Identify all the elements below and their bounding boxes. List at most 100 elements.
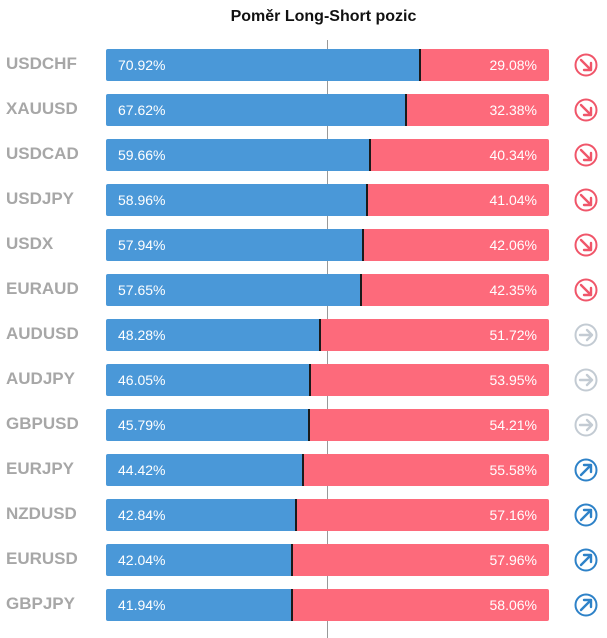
ratio-bar: 57.94% 42.06% bbox=[106, 229, 549, 261]
trend-down-icon bbox=[574, 188, 598, 212]
ratio-bar: 58.96% 41.04% bbox=[106, 184, 549, 216]
pair-row: GBPUSD 45.79% 54.21% bbox=[0, 407, 607, 443]
trend-up-icon bbox=[574, 503, 598, 527]
pair-row: USDCHF 70.92% 29.08% bbox=[0, 47, 607, 83]
ratio-bar: 41.94% 58.06% bbox=[106, 589, 549, 621]
long-percent-label: 59.66% bbox=[118, 147, 166, 163]
pair-symbol: GBPUSD bbox=[6, 414, 79, 433]
short-bar-segment bbox=[361, 274, 549, 306]
ratio-divider bbox=[319, 319, 321, 351]
long-bar-segment bbox=[106, 274, 361, 306]
pair-symbol: AUDUSD bbox=[6, 324, 79, 343]
long-percent-label: 41.94% bbox=[118, 597, 166, 613]
ratio-divider bbox=[291, 589, 293, 621]
ratio-divider bbox=[291, 544, 293, 576]
short-percent-label: 54.21% bbox=[489, 417, 537, 433]
short-bar-segment bbox=[320, 319, 549, 351]
long-bar-segment bbox=[106, 184, 367, 216]
short-percent-label: 53.95% bbox=[489, 372, 537, 388]
pair-row: AUDJPY 46.05% 53.95% bbox=[0, 362, 607, 398]
pair-row: USDX 57.94% 42.06% bbox=[0, 227, 607, 263]
pair-symbol: NZDUSD bbox=[6, 504, 77, 523]
short-percent-label: 32.38% bbox=[489, 102, 537, 118]
trend-right-icon bbox=[574, 323, 598, 347]
long-bar-segment bbox=[106, 589, 292, 621]
trend-up-icon bbox=[574, 593, 598, 617]
long-bar-segment bbox=[106, 49, 420, 81]
trend-down-icon bbox=[574, 143, 598, 167]
pair-row: EURAUD 57.65% 42.35% bbox=[0, 272, 607, 308]
short-percent-label: 40.34% bbox=[489, 147, 537, 163]
ratio-bar: 59.66% 40.34% bbox=[106, 139, 549, 171]
long-bar-segment bbox=[106, 499, 296, 531]
ratio-bar: 67.62% 32.38% bbox=[106, 94, 549, 126]
pair-row: USDCAD 59.66% 40.34% bbox=[0, 137, 607, 173]
pair-row: GBPJPY 41.94% 58.06% bbox=[0, 587, 607, 623]
long-bar-segment bbox=[106, 94, 406, 126]
ratio-divider bbox=[302, 454, 304, 486]
trend-right-icon bbox=[574, 413, 598, 437]
ratio-divider bbox=[308, 409, 310, 441]
short-bar-segment bbox=[309, 409, 549, 441]
long-percent-label: 42.84% bbox=[118, 507, 166, 523]
ratio-bar: 48.28% 51.72% bbox=[106, 319, 549, 351]
short-percent-label: 29.08% bbox=[489, 57, 537, 73]
short-bar-segment bbox=[406, 94, 549, 126]
short-percent-label: 58.06% bbox=[489, 597, 537, 613]
ratio-divider bbox=[362, 229, 364, 261]
pair-symbol: EURUSD bbox=[6, 549, 78, 568]
long-percent-label: 57.65% bbox=[118, 282, 166, 298]
ratio-divider bbox=[309, 364, 311, 396]
short-bar-segment bbox=[367, 184, 549, 216]
ratio-divider bbox=[419, 49, 421, 81]
pair-row: EURUSD 42.04% 57.96% bbox=[0, 542, 607, 578]
chart-title: Poměr Long-Short pozic bbox=[230, 8, 417, 25]
ratio-bar: 44.42% 55.58% bbox=[106, 454, 549, 486]
short-percent-label: 42.06% bbox=[489, 237, 537, 253]
pair-symbol: USDX bbox=[6, 234, 54, 253]
ratio-divider bbox=[405, 94, 407, 126]
pair-row: USDJPY 58.96% 41.04% bbox=[0, 182, 607, 218]
long-percent-label: 57.94% bbox=[118, 237, 166, 253]
ratio-bar: 42.84% 57.16% bbox=[106, 499, 549, 531]
trend-up-icon bbox=[574, 458, 598, 482]
long-percent-label: 58.96% bbox=[118, 192, 166, 208]
ratio-bar: 46.05% 53.95% bbox=[106, 364, 549, 396]
long-percent-label: 45.79% bbox=[118, 417, 166, 433]
ratio-bar: 42.04% 57.96% bbox=[106, 544, 549, 576]
ratio-divider bbox=[295, 499, 297, 531]
pair-row: NZDUSD 42.84% 57.16% bbox=[0, 497, 607, 533]
pair-symbol: USDCHF bbox=[6, 54, 77, 73]
pair-row: AUDUSD 48.28% 51.72% bbox=[0, 317, 607, 353]
pair-symbol: USDCAD bbox=[6, 144, 79, 163]
short-percent-label: 42.35% bbox=[489, 282, 537, 298]
trend-up-icon bbox=[574, 548, 598, 572]
short-bar-segment bbox=[303, 454, 549, 486]
long-bar-segment bbox=[106, 229, 363, 261]
long-percent-label: 44.42% bbox=[118, 462, 166, 478]
long-percent-label: 46.05% bbox=[118, 372, 166, 388]
short-bar-segment bbox=[296, 499, 549, 531]
ratio-bar: 57.65% 42.35% bbox=[106, 274, 549, 306]
pair-symbol: AUDJPY bbox=[6, 369, 75, 388]
long-bar-segment bbox=[106, 409, 309, 441]
short-bar-segment bbox=[420, 49, 549, 81]
pair-row: EURJPY 44.42% 55.58% bbox=[0, 452, 607, 488]
long-percent-label: 70.92% bbox=[118, 57, 166, 73]
trend-down-icon bbox=[574, 278, 598, 302]
short-percent-label: 41.04% bbox=[489, 192, 537, 208]
short-bar-segment bbox=[370, 139, 549, 171]
short-bar-segment bbox=[292, 589, 549, 621]
pair-symbol: EURAUD bbox=[6, 279, 79, 298]
pair-row: XAUUSD 67.62% 32.38% bbox=[0, 92, 607, 128]
long-bar-segment bbox=[106, 544, 292, 576]
short-percent-label: 55.58% bbox=[489, 462, 537, 478]
long-percent-label: 42.04% bbox=[118, 552, 166, 568]
ratio-divider bbox=[366, 184, 368, 216]
long-bar-segment bbox=[106, 454, 303, 486]
trend-down-icon bbox=[574, 233, 598, 257]
short-bar-segment bbox=[363, 229, 549, 261]
pair-symbol: XAUUSD bbox=[6, 99, 78, 118]
trend-down-icon bbox=[574, 53, 598, 77]
long-bar-segment bbox=[106, 364, 310, 396]
